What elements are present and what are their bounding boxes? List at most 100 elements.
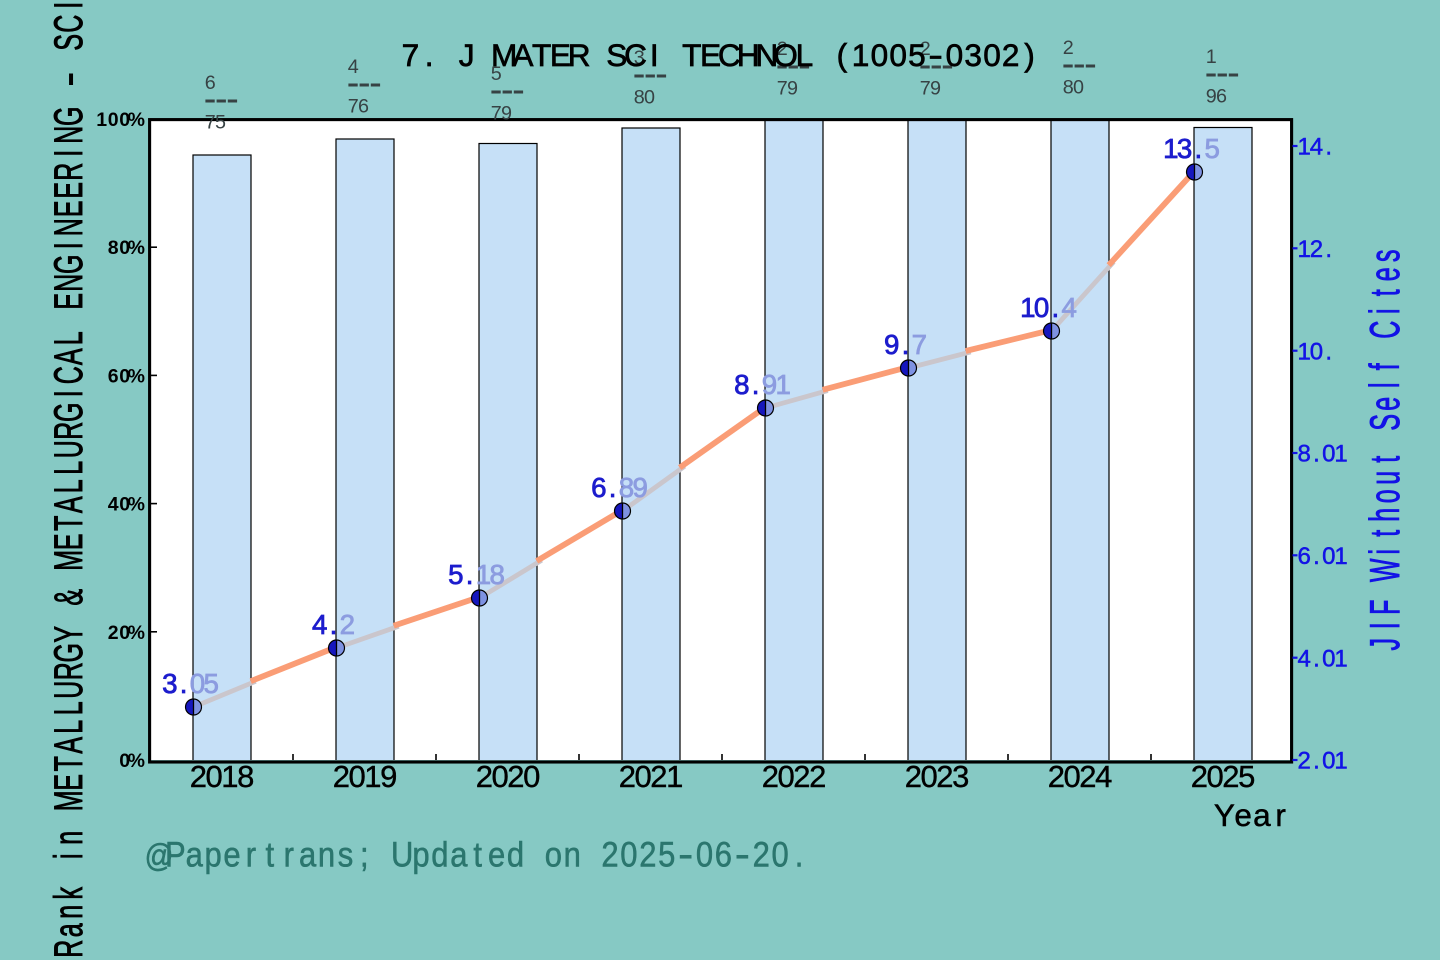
svg-text:7: 7: [777, 78, 788, 100]
svg-text:5: 5: [204, 668, 219, 699]
svg-text:Y: Y: [1214, 797, 1235, 833]
svg-text:T: T: [47, 516, 91, 531]
svg-text:;: ;: [360, 836, 369, 875]
svg-text:R: R: [47, 662, 91, 680]
svg-text:C: C: [1363, 321, 1409, 339]
svg-text:E: E: [47, 182, 91, 199]
svg-text:n: n: [564, 836, 581, 875]
svg-text:5: 5: [448, 559, 463, 590]
svg-text:3: 3: [964, 37, 982, 73]
svg-text:R: R: [47, 940, 91, 958]
svg-text:0: 0: [772, 836, 789, 875]
svg-text:&: &: [47, 589, 91, 606]
svg-text:4: 4: [108, 494, 119, 516]
svg-text:0: 0: [206, 759, 223, 794]
svg-text:C: C: [718, 37, 741, 73]
svg-text:8: 8: [619, 472, 634, 503]
svg-text:1: 1: [476, 559, 491, 590]
svg-text:7: 7: [912, 329, 927, 360]
svg-text:2: 2: [507, 759, 524, 794]
svg-text:1: 1: [96, 109, 107, 131]
svg-text:1: 1: [1298, 236, 1311, 263]
svg-text:0: 0: [644, 87, 655, 109]
svg-text:1: 1: [1163, 133, 1178, 164]
svg-text:t: t: [1363, 455, 1409, 462]
svg-text:e: e: [1363, 267, 1409, 281]
svg-text:0: 0: [1073, 77, 1084, 99]
svg-text:2: 2: [1298, 748, 1311, 775]
svg-text:0: 0: [190, 668, 205, 699]
svg-text:1: 1: [1298, 338, 1311, 365]
svg-text:4: 4: [312, 609, 327, 640]
svg-text:.: .: [1325, 134, 1332, 161]
svg-text:5: 5: [908, 37, 926, 73]
svg-text:H: H: [737, 37, 760, 73]
svg-text:4: 4: [1298, 645, 1311, 672]
svg-text:2: 2: [905, 759, 922, 794]
svg-text:2: 2: [1048, 759, 1065, 794]
svg-text:.: .: [1313, 441, 1320, 468]
svg-text:L: L: [796, 37, 814, 73]
svg-text:8: 8: [734, 369, 749, 400]
svg-text:1: 1: [221, 759, 238, 794]
svg-text:4: 4: [1310, 134, 1323, 161]
svg-text:5: 5: [215, 112, 226, 134]
svg-text:2: 2: [1222, 759, 1239, 794]
svg-text:G: G: [47, 255, 91, 274]
svg-text:1: 1: [852, 37, 870, 73]
svg-text:p: p: [412, 836, 429, 875]
svg-text:n: n: [318, 836, 335, 875]
svg-text:2: 2: [619, 759, 636, 794]
svg-text:i: i: [47, 853, 91, 859]
svg-text:0: 0: [778, 759, 795, 794]
svg-text:.: .: [466, 559, 474, 590]
svg-text:6: 6: [715, 836, 732, 875]
svg-text:N: N: [47, 274, 91, 292]
svg-text:t: t: [266, 836, 275, 875]
svg-text:E: E: [47, 293, 91, 310]
svg-text:Y: Y: [47, 626, 91, 643]
svg-text:4: 4: [1095, 759, 1112, 794]
svg-text:8: 8: [1063, 77, 1074, 99]
svg-text:L: L: [47, 479, 91, 493]
svg-text:e: e: [223, 836, 240, 875]
svg-text:l: l: [1363, 382, 1409, 388]
svg-text:n: n: [47, 831, 91, 845]
svg-text:o: o: [545, 836, 562, 875]
svg-text:@: @: [145, 837, 174, 874]
svg-text:0: 0: [119, 622, 130, 644]
svg-text:2: 2: [920, 38, 931, 60]
svg-text:6: 6: [358, 96, 369, 118]
svg-text:R: R: [47, 422, 91, 440]
svg-text:2: 2: [1191, 759, 1208, 794]
svg-text:M: M: [47, 550, 91, 571]
svg-text:0: 0: [1207, 759, 1224, 794]
svg-text:1: 1: [1298, 134, 1311, 161]
svg-text:.: .: [1313, 543, 1320, 570]
svg-text:a: a: [186, 836, 204, 875]
svg-text:2: 2: [639, 836, 656, 875]
svg-text:U: U: [47, 440, 91, 458]
svg-text:.: .: [1325, 338, 1332, 365]
svg-text:0: 0: [108, 109, 119, 131]
svg-text:a: a: [299, 836, 317, 875]
svg-text:1: 1: [1334, 441, 1347, 468]
svg-text:C: C: [47, 366, 91, 384]
svg-text:1: 1: [1334, 645, 1347, 672]
svg-text:1: 1: [1020, 292, 1035, 323]
svg-text:0: 0: [119, 365, 130, 387]
svg-text:p: p: [205, 836, 222, 875]
svg-text:k: k: [47, 887, 91, 900]
svg-text:G: G: [47, 643, 91, 662]
svg-text:L: L: [47, 701, 91, 715]
svg-text:1: 1: [1334, 748, 1347, 775]
svg-text:.: .: [752, 369, 760, 400]
svg-text:2: 2: [601, 836, 618, 875]
svg-text:0: 0: [119, 750, 130, 772]
svg-text:%: %: [128, 750, 145, 772]
svg-text:o: o: [1363, 489, 1409, 503]
svg-text:J: J: [459, 37, 475, 73]
svg-text:h: h: [1363, 508, 1409, 522]
svg-text:L: L: [47, 720, 91, 734]
svg-text:6: 6: [591, 472, 606, 503]
